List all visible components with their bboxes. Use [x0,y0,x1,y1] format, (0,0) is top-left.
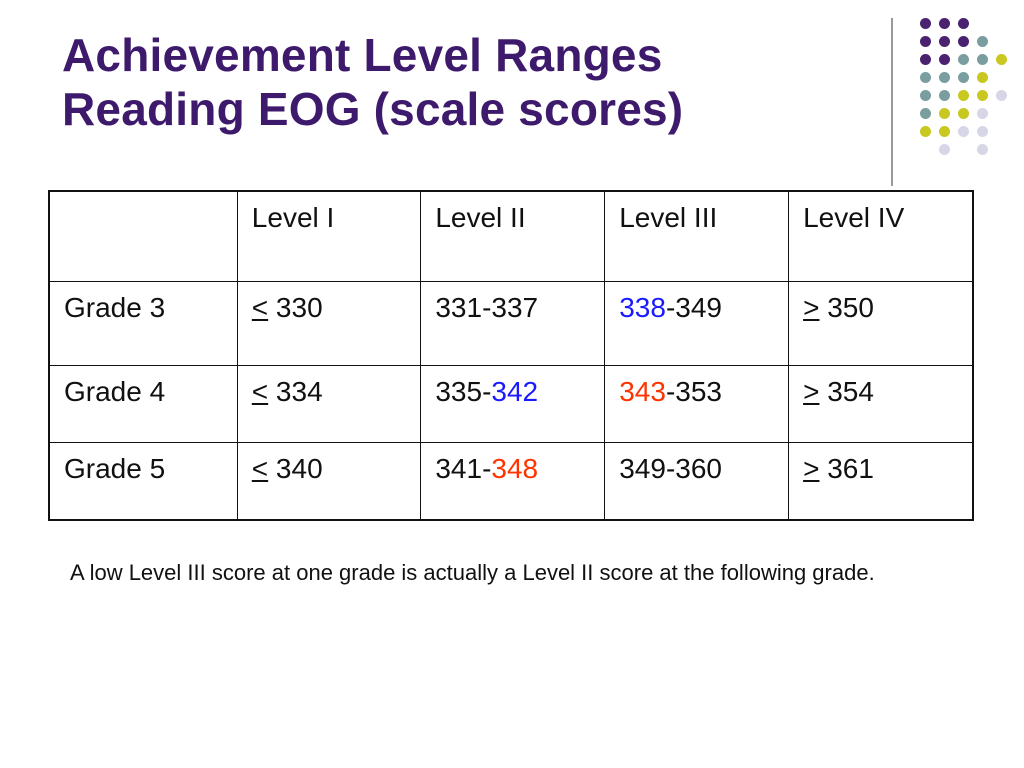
level-1-cell: < 330 [236,280,422,366]
less-equal-symbol: < [251,452,269,484]
table-header-row: Level I Level II Level III Level IV [48,190,974,282]
dot-yellow [939,108,950,119]
dot-lavender [977,126,988,137]
table-header-cell [48,190,238,282]
dot-lavender [939,144,950,155]
table-row: Grade 4 < 334 335-342 343-353 > 354 [48,364,974,443]
level-3-cell: 349-360 [604,441,790,521]
dot-lavender [977,144,988,155]
dot-yellow [958,108,969,119]
level-4-cell: > 354 [788,364,974,443]
range-start-highlight: 343 [619,375,666,407]
level-1-cell: < 334 [236,364,422,443]
dot-yellow [996,54,1007,65]
dot-lavender [958,126,969,137]
greater-equal-symbol: > [803,452,820,484]
range-sep: - [665,291,676,323]
range-sep: - [665,375,676,407]
decorative-divider [891,18,893,186]
level-3-cell: 343-353 [604,364,790,443]
range-start-highlight: 338 [619,291,666,323]
level-3-cell: 338-349 [604,280,790,366]
range-end: 349 [675,291,722,323]
dot-purple [958,36,969,47]
level-4-cell: > 350 [788,280,974,366]
achievement-level-table: Level I Level II Level III Level IV Grad… [48,190,974,521]
range-start: 341 [435,452,483,484]
dot-teal [939,90,950,101]
less-equal-symbol: < [251,375,269,407]
dot-teal [977,36,988,47]
dot-purple [920,36,931,47]
dot-yellow [920,126,931,137]
range-end-highlight: 348 [491,452,539,484]
greater-equal-symbol: > [803,291,820,323]
table-header-cell: Level II [420,190,606,282]
table-header-cell: Level IV [788,190,974,282]
dot-teal [958,54,969,65]
range-end-highlight: 342 [491,375,539,407]
footnote-text: A low Level III score at one grade is ac… [70,560,875,585]
dot-yellow [977,90,988,101]
dot-yellow [939,126,950,137]
range-sep: - [665,452,676,484]
level-1-cell: < 340 [236,441,422,521]
cell-value: 350 [819,291,874,323]
dot-purple [939,18,950,29]
cell-value: 334 [268,375,323,407]
grade-cell: Grade 3 [48,280,238,366]
dot-purple [958,18,969,29]
dot-purple [920,54,931,65]
cell-value: 361 [819,452,874,484]
cell-value: 354 [819,375,874,407]
slide-title: Achievement Level Ranges Reading EOG (sc… [62,28,862,136]
table-header-cell: Level III [604,190,790,282]
range-sep: - [482,375,492,407]
dot-lavender [977,108,988,119]
level-4-cell: > 361 [788,441,974,521]
range-start: 331 [435,291,483,323]
decorative-dot-grid [914,18,1014,168]
range-end: 353 [675,375,722,407]
dot-yellow [958,90,969,101]
greater-equal-symbol: > [803,375,820,407]
dot-teal [920,90,931,101]
dot-teal [920,72,931,83]
level-2-cell: 331-337 [420,280,606,366]
table-row: Grade 5 < 340 341-348 349-360 > 361 [48,441,974,521]
dot-teal [920,108,931,119]
grade-cell: Grade 5 [48,441,238,521]
cell-value: 340 [268,452,323,484]
range-sep: - [482,291,492,323]
title-line-2: Reading EOG (scale scores) [62,83,684,135]
less-equal-symbol: < [251,291,269,323]
table-row: Grade 3 < 330 331-337 338-349 > 350 [48,280,974,366]
title-line-1: Achievement Level Ranges [62,29,663,81]
range-start: 349 [619,452,666,484]
dot-purple [920,18,931,29]
range-sep: - [482,452,492,484]
table-header-cell: Level I [236,190,422,282]
dot-purple [939,54,950,65]
grade-cell: Grade 4 [48,364,238,443]
dot-purple [939,36,950,47]
level-2-cell: 341-348 [420,441,606,521]
cell-value: 330 [268,291,323,323]
dot-teal [958,72,969,83]
level-2-cell: 335-342 [420,364,606,443]
range-end: 337 [491,291,539,323]
dot-lavender [996,90,1007,101]
dot-teal [939,72,950,83]
dot-yellow [977,72,988,83]
range-start: 335 [435,375,483,407]
range-end: 360 [675,452,722,484]
dot-teal [977,54,988,65]
